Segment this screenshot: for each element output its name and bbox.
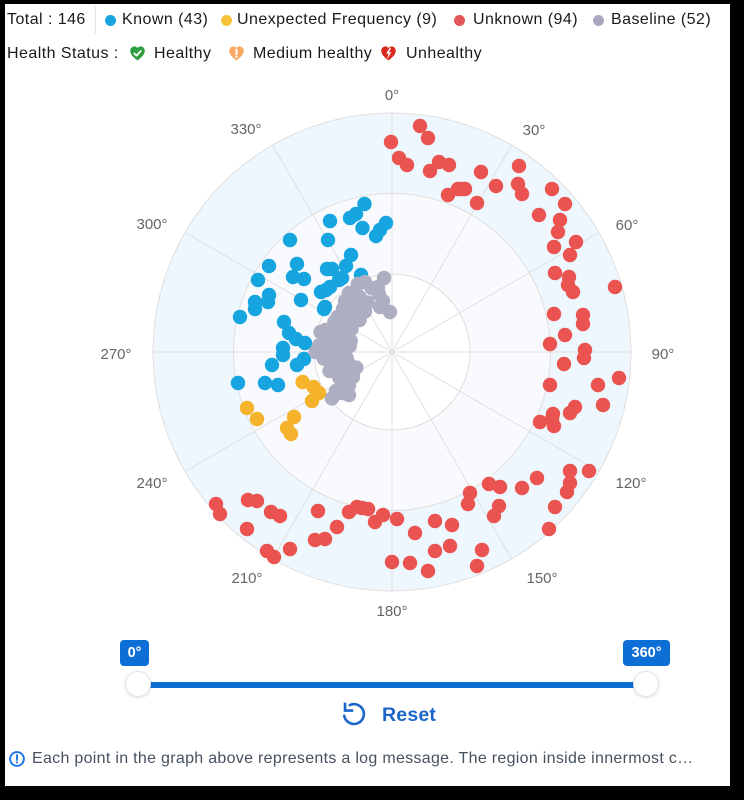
svg-text:0°: 0° xyxy=(385,87,399,104)
svg-text:270°: 270° xyxy=(100,346,131,363)
svg-text:120°: 120° xyxy=(615,475,646,492)
svg-text:240°: 240° xyxy=(136,475,167,492)
svg-text:90°: 90° xyxy=(652,346,675,363)
svg-text:180°: 180° xyxy=(376,603,407,620)
svg-text:300°: 300° xyxy=(136,216,167,233)
svg-text:30°: 30° xyxy=(523,122,546,139)
svg-text:150°: 150° xyxy=(526,570,557,587)
svg-text:60°: 60° xyxy=(616,217,639,234)
svg-text:330°: 330° xyxy=(230,121,261,138)
svg-text:210°: 210° xyxy=(231,570,262,587)
